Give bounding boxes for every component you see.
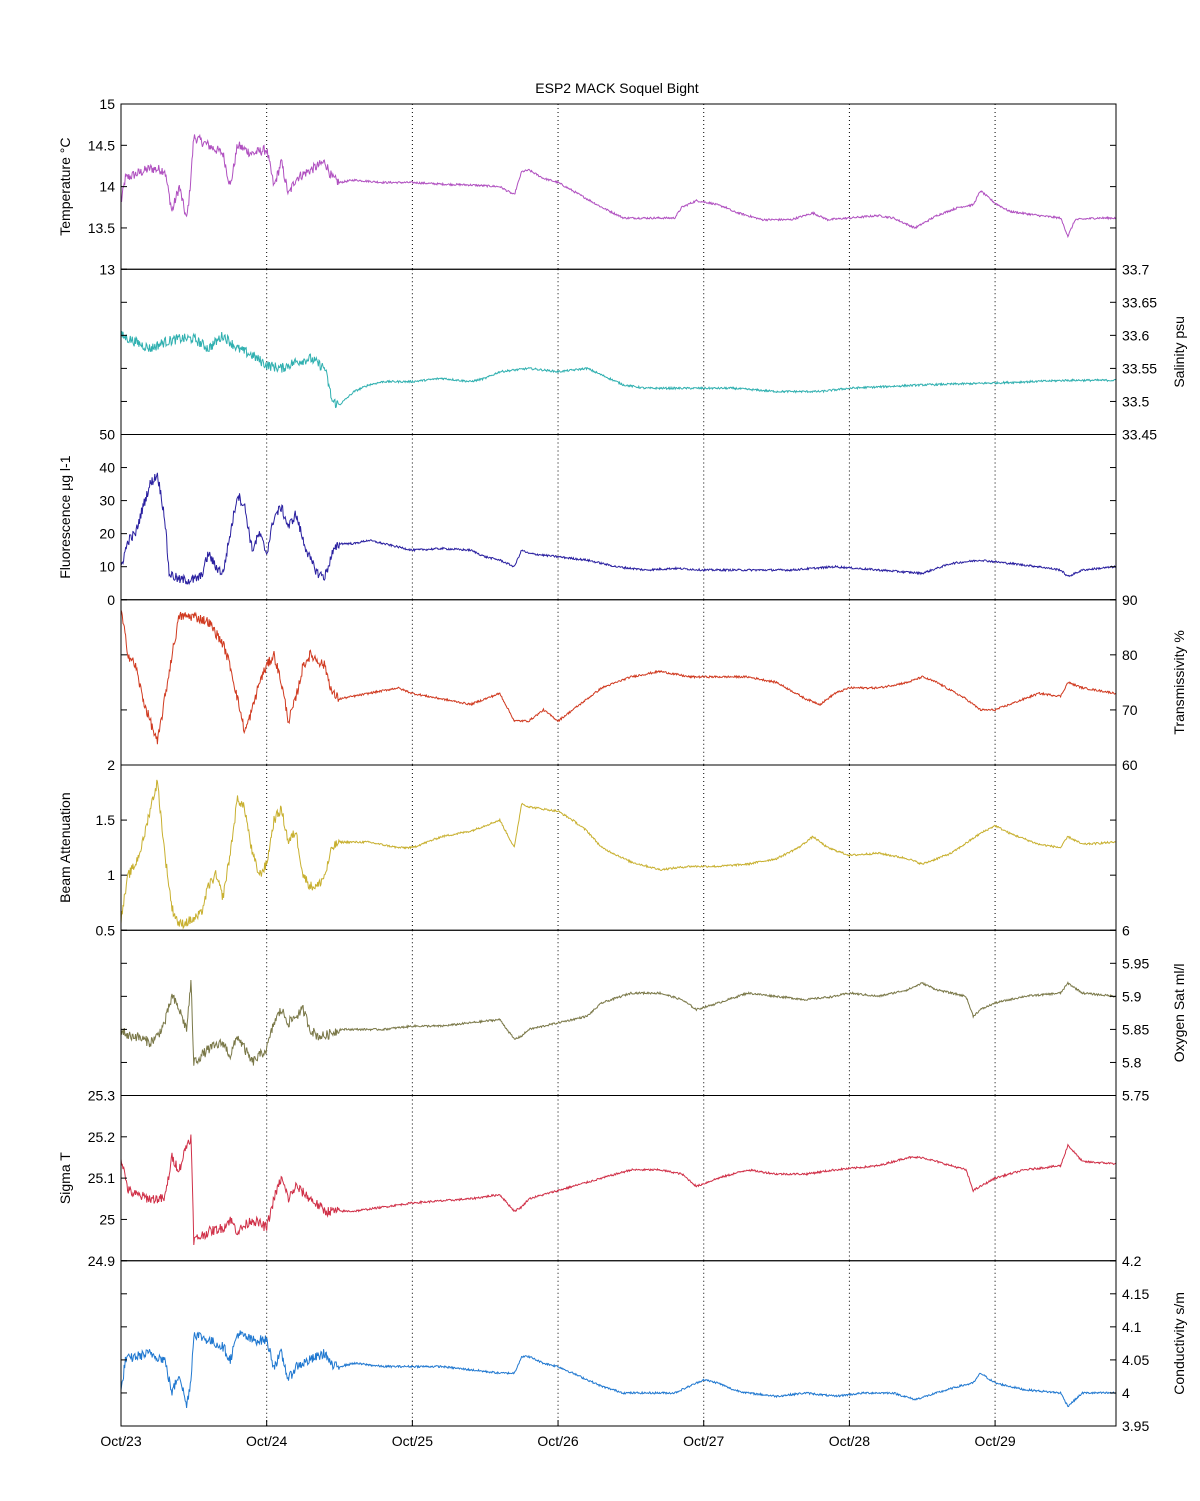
y-tick-label: 5.9 xyxy=(1122,988,1142,1004)
x-tick-label: Oct/26 xyxy=(537,1433,578,1449)
y-tick-label: 33.45 xyxy=(1122,427,1157,443)
y-tick-label: 60 xyxy=(1122,757,1138,773)
y-axis-label-temperature: Temperature °C xyxy=(57,138,73,236)
y-tick-label: 3.95 xyxy=(1122,1418,1149,1434)
y-tick-label: 6 xyxy=(1122,922,1130,938)
panel-frame xyxy=(120,434,1117,601)
y-tick-label: 4.05 xyxy=(1122,1352,1149,1368)
panel-conductivity: 3.95 4 4.05 4.1 4.15 4.2 Conductivity s/m xyxy=(120,1253,1187,1434)
y-axis-label-beam-attenuation: Beam Attenuation xyxy=(57,792,73,903)
y-tick-label: 40 xyxy=(99,460,115,476)
x-axis: Oct/23 Oct/24 Oct/25 Oct/26 Oct/27 Oct/28 Oct/… xyxy=(100,1420,1016,1449)
panel-frame xyxy=(120,1260,1117,1427)
panel-frame xyxy=(120,929,1117,1096)
panel-oxygen-sat: 5.75 5.8 5.85 5.9 5.95 6 Oxygen Sat ml/l xyxy=(120,922,1187,1104)
y-tick-label: 33.65 xyxy=(1122,294,1157,310)
y-tick-label: 25.3 xyxy=(88,1088,115,1104)
y-tick-label: 1.5 xyxy=(96,812,116,828)
y-tick-label: 5.85 xyxy=(1122,1021,1149,1037)
y-tick-label: 5.8 xyxy=(1122,1054,1142,1070)
chart-title: ESP2 MACK Soquel Bight xyxy=(535,80,699,96)
panel-frame xyxy=(120,103,1117,270)
y-axis-label-salinity: Salinity psu xyxy=(1171,316,1187,388)
series-line-sigma-t xyxy=(120,1134,1117,1246)
panel-frame xyxy=(120,268,1117,435)
y-tick-label: 5.75 xyxy=(1122,1088,1149,1104)
y-axis-label-oxygen-sat: Oxygen Sat ml/l xyxy=(1171,963,1187,1062)
panel-sigma-t: 24.9 25 25.1 25.2 25.3 Sigma T xyxy=(57,1088,1117,1269)
y-tick-label: 14 xyxy=(99,179,115,195)
series-line-fluorescence xyxy=(120,472,1117,586)
y-tick-label: 1 xyxy=(107,867,115,883)
y-tick-label: 2 xyxy=(107,757,115,773)
panel-salinity: 33.45 33.5 33.55 33.6 33.65 33.7 Salinity psu xyxy=(120,261,1187,443)
y-tick-label: 13.5 xyxy=(88,220,115,236)
y-tick-label: 14.5 xyxy=(88,137,115,153)
y-tick-label: 25.1 xyxy=(88,1170,115,1186)
x-tick-label: Oct/27 xyxy=(683,1433,724,1449)
panel-frame xyxy=(120,599,1117,766)
panel-beam-attenuation: 0.5 1 1.5 2 Beam Attenuation xyxy=(57,757,1117,938)
y-axis-label-conductivity: Conductivity s/m xyxy=(1171,1292,1187,1395)
y-tick-label: 0 xyxy=(107,592,115,608)
y-tick-label: 4 xyxy=(1122,1385,1130,1401)
series-line-beam-attenuation xyxy=(120,779,1117,930)
y-tick-label: 4.1 xyxy=(1122,1319,1142,1335)
y-axis-label-fluorescence: Fluorescence µg l-1 xyxy=(57,455,73,578)
y-axis-label-sigma-t: Sigma T xyxy=(57,1152,73,1204)
y-tick-label: 10 xyxy=(99,559,115,575)
y-tick-label: 15 xyxy=(99,96,115,112)
panel-frame xyxy=(120,764,1117,931)
panel-transmissivity: 60 70 80 90 Transmissivity % xyxy=(120,592,1187,773)
x-tick-label: Oct/23 xyxy=(100,1433,141,1449)
y-tick-label: 33.6 xyxy=(1122,327,1149,343)
y-tick-label: 33.55 xyxy=(1122,360,1157,376)
y-tick-label: 4.2 xyxy=(1122,1253,1142,1269)
y-tick-label: 25.2 xyxy=(88,1129,115,1145)
x-tick-label: Oct/28 xyxy=(829,1433,870,1449)
series-line-conductivity xyxy=(120,1330,1117,1408)
y-tick-label: 4.15 xyxy=(1122,1286,1149,1302)
series-line-salinity xyxy=(120,331,1117,409)
y-tick-label: 80 xyxy=(1122,647,1138,663)
x-tick-label: Oct/24 xyxy=(246,1433,287,1449)
panel-fluorescence: 0 10 20 30 40 50 Fluorescence µg l-1 xyxy=(57,427,1117,608)
y-tick-label: 50 xyxy=(99,427,115,443)
y-tick-label: 20 xyxy=(99,526,115,542)
y-axis-label-transmissivity: Transmissivity % xyxy=(1171,630,1187,735)
y-tick-label: 24.9 xyxy=(88,1253,115,1269)
y-tick-label: 25 xyxy=(99,1211,115,1227)
series-line-oxygen-sat xyxy=(120,979,1116,1066)
x-tick-label: Oct/29 xyxy=(974,1433,1015,1449)
y-tick-label: 30 xyxy=(99,493,115,509)
y-tick-label: 90 xyxy=(1122,592,1138,608)
series-line-temperature xyxy=(120,133,1117,239)
panel-temperature: 13 13.5 14 14.5 15 Temperature °C xyxy=(57,96,1117,277)
y-tick-label: 33.7 xyxy=(1122,261,1149,277)
panel-frame xyxy=(120,1095,1117,1262)
x-tick-label: Oct/25 xyxy=(392,1433,433,1449)
y-tick-label: 0.5 xyxy=(96,922,116,938)
y-tick-label: 13 xyxy=(99,261,115,277)
y-tick-label: 33.5 xyxy=(1122,393,1149,409)
y-tick-label: 5.95 xyxy=(1122,955,1149,971)
series-line-transmissivity xyxy=(120,609,1117,745)
y-tick-label: 70 xyxy=(1122,702,1138,718)
